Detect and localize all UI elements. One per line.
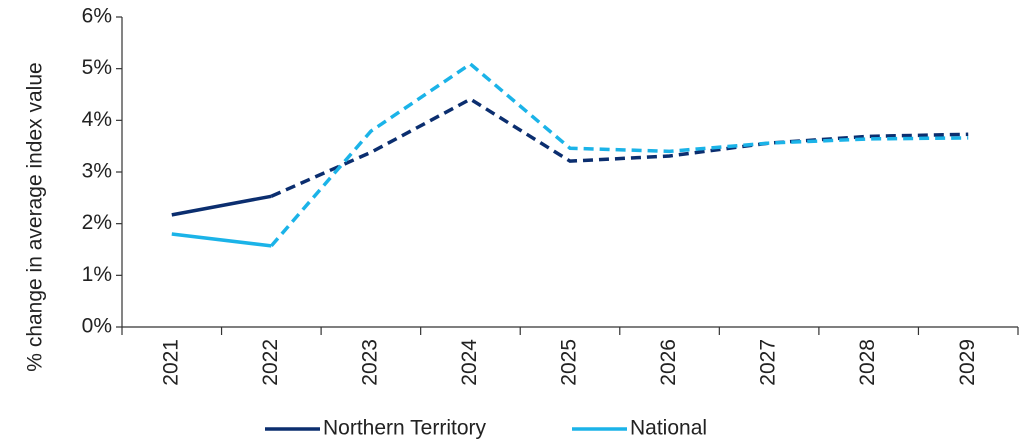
x-tick-label: 2022: [259, 339, 282, 386]
y-tick-label: 1%: [82, 263, 112, 286]
y-tick-label: 6%: [82, 5, 112, 28]
series-line: [270, 61, 969, 248]
x-tick-label: 2029: [956, 339, 979, 386]
series-line: [171, 194, 272, 217]
x-tick-label: 2021: [159, 339, 182, 386]
x-tick-label: 2023: [358, 339, 381, 386]
series-line: [171, 232, 272, 248]
legend-label: Northern Territory: [323, 417, 486, 440]
y-tick-label: 4%: [82, 108, 112, 131]
x-tick-label: 2025: [558, 339, 581, 386]
x-tick-label: 2027: [757, 339, 780, 386]
y-tick-label: 5%: [82, 56, 112, 79]
y-tick-label: 3%: [82, 160, 112, 183]
x-tick-label: 2028: [856, 339, 879, 386]
y-tick-label: 2%: [82, 211, 112, 234]
y-axis-label: % change in average index value: [24, 62, 47, 371]
series-line: [270, 97, 969, 198]
y-tick-label: 0%: [82, 315, 112, 338]
x-tick-label: 2024: [458, 339, 481, 386]
x-tick-label: 2026: [657, 339, 680, 386]
legend-label: National: [630, 417, 707, 440]
